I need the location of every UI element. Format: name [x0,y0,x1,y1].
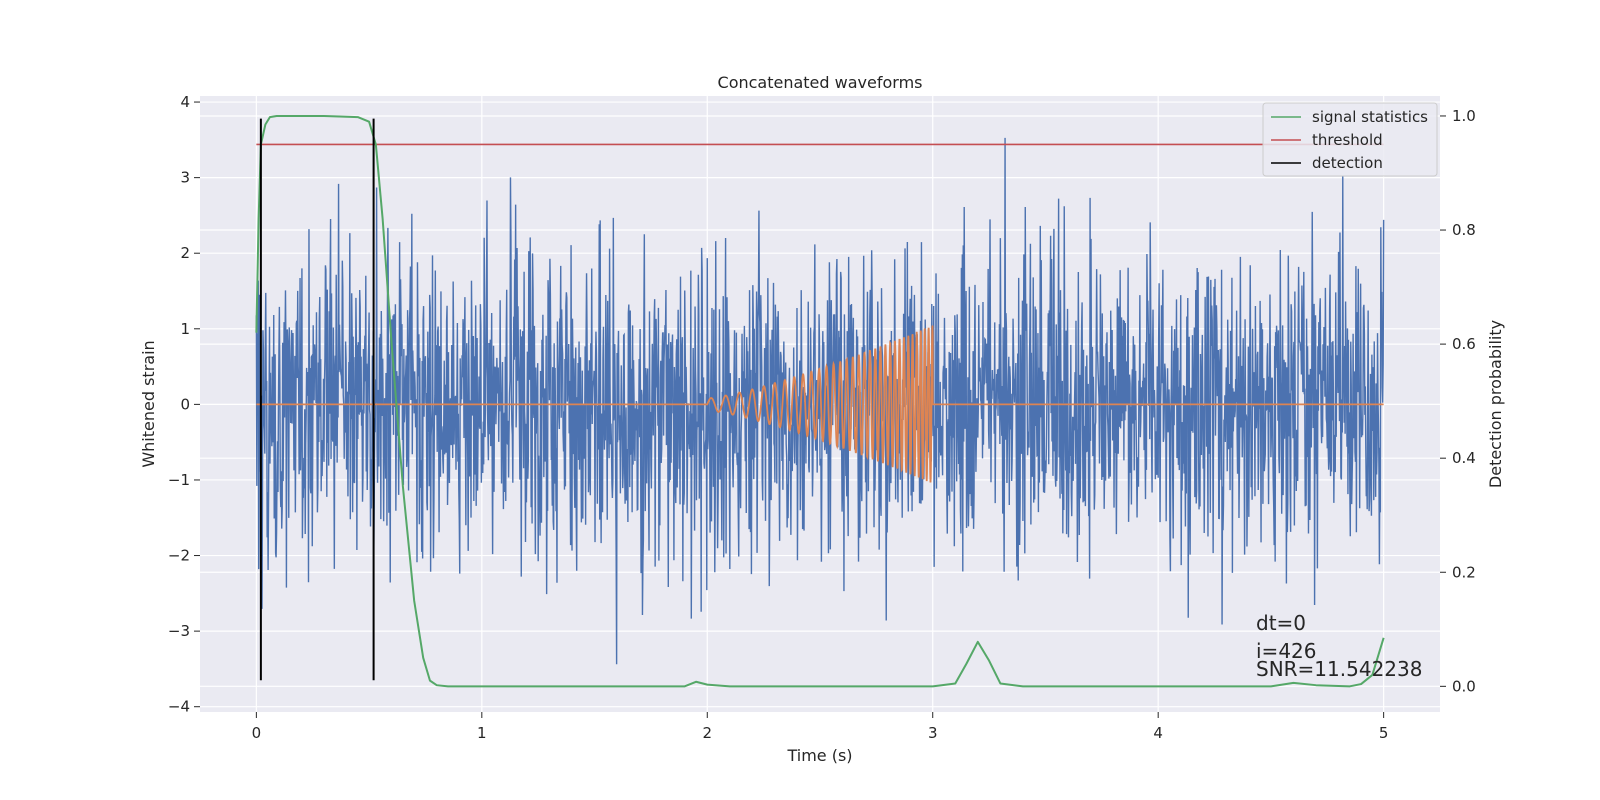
x-tick-label: 2 [702,724,712,742]
y-axis-label: Whitened strain [139,340,158,467]
y-tick-label: −2 [168,547,190,565]
y-tick-label: −3 [168,622,190,640]
y2-tick-label: 0.6 [1452,335,1476,353]
y-tick-label: 2 [180,244,190,262]
y-tick-label: −4 [168,698,190,716]
y-tick-label: 4 [180,93,190,111]
x-tick-label: 0 [252,724,262,742]
x-axis-label: Time (s) [786,746,852,765]
axes: 0 1 2 3 4 5 4 3 2 1 0 −1 −2 −3 −4 1.0 0.8 0.6 0.4 0.2 0.0 [168,93,1476,742]
statistics-line [255,114,1385,688]
signal-line [256,325,1384,483]
annotation-snr: SNR=11.542238 [1256,657,1422,681]
annotation-dt: dt=0 [1256,611,1306,635]
legend-frame [1262,102,1438,177]
y-tick-label: −1 [168,471,190,489]
y-tick-label: 3 [180,169,190,187]
y2-tick-label: 0.4 [1452,449,1476,467]
legend-label-detection: detection [1312,154,1383,172]
x-tick-label: 5 [1379,724,1389,742]
chart-title: Concatenated waveforms [718,73,923,92]
legend: signal statistics threshold detection [1262,102,1438,177]
annotation-index: i=426 [1256,639,1317,663]
y-tick-label: 1 [180,320,190,338]
strain-series [255,137,1385,665]
statistics-series [255,114,1385,688]
x-tick-label: 3 [928,724,938,742]
x-tick-label: 4 [1153,724,1163,742]
signal-series [256,325,1384,483]
y2-axis-label: Detection probability [1486,320,1505,488]
x-tick-label: 1 [477,724,487,742]
legend-label-signal-statistics: signal statistics [1312,108,1428,126]
y2-tick-label: 1.0 [1452,107,1476,125]
strain-line [255,137,1385,665]
detection-series [259,118,375,681]
y2-tick-label: 0.2 [1452,563,1476,581]
y2-tick-label: 0.8 [1452,221,1476,239]
legend-label-threshold: threshold [1312,131,1383,149]
y2-tick-label: 0.0 [1452,677,1476,695]
y-tick-label: 0 [180,395,190,413]
